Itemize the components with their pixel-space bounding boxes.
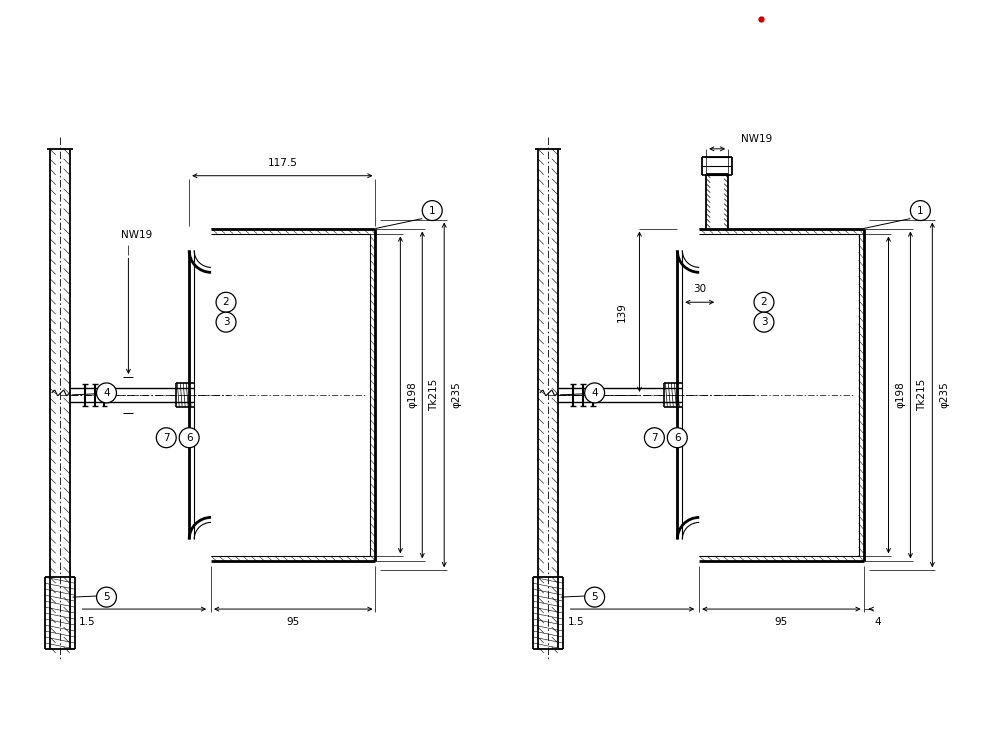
Circle shape <box>754 292 774 312</box>
Circle shape <box>157 428 177 448</box>
Text: 5: 5 <box>591 592 598 602</box>
Text: 4: 4 <box>591 388 598 398</box>
Text: Tk215: Tk215 <box>430 379 439 411</box>
Circle shape <box>584 587 604 607</box>
Circle shape <box>668 428 687 448</box>
Text: 2: 2 <box>223 297 229 307</box>
Text: 7: 7 <box>651 433 658 443</box>
Text: 1: 1 <box>917 206 924 216</box>
Text: Tk215: Tk215 <box>918 379 928 411</box>
Text: NW19: NW19 <box>741 134 773 144</box>
Text: φ235: φ235 <box>451 381 461 408</box>
Circle shape <box>645 428 665 448</box>
Circle shape <box>423 200 442 221</box>
Circle shape <box>96 383 116 403</box>
Text: 1.5: 1.5 <box>79 617 96 627</box>
Text: 5: 5 <box>103 592 110 602</box>
Text: 3: 3 <box>223 317 229 327</box>
Text: 3: 3 <box>761 317 767 327</box>
Text: 6: 6 <box>674 433 681 443</box>
Circle shape <box>911 200 930 221</box>
Circle shape <box>216 292 236 312</box>
Text: 95: 95 <box>287 617 300 627</box>
Text: NW19: NW19 <box>121 230 153 241</box>
Text: 30: 30 <box>693 284 706 295</box>
Circle shape <box>754 312 774 332</box>
Text: φ235: φ235 <box>939 381 949 408</box>
Circle shape <box>216 312 236 332</box>
Text: 6: 6 <box>186 433 192 443</box>
Text: 95: 95 <box>775 617 788 627</box>
Text: 7: 7 <box>163 433 170 443</box>
Text: 139: 139 <box>616 302 627 321</box>
Text: 117.5: 117.5 <box>268 157 298 168</box>
Text: 2: 2 <box>761 297 767 307</box>
Text: φ198: φ198 <box>896 381 906 408</box>
Text: 1.5: 1.5 <box>567 617 584 627</box>
Circle shape <box>96 587 116 607</box>
Text: 4: 4 <box>874 617 881 627</box>
Circle shape <box>584 383 604 403</box>
Text: φ198: φ198 <box>408 381 418 408</box>
Circle shape <box>180 428 199 448</box>
Text: 1: 1 <box>429 206 435 216</box>
Text: 4: 4 <box>103 388 110 398</box>
